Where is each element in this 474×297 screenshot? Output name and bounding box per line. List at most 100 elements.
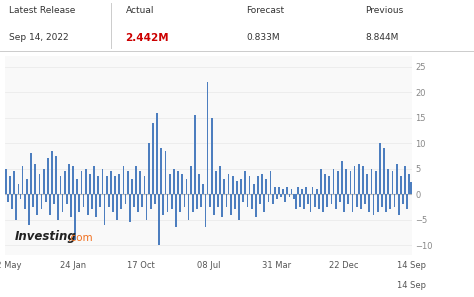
Text: 08 Jul: 08 Jul bbox=[197, 261, 220, 270]
Bar bbox=[55, 156, 57, 194]
Bar bbox=[19, 194, 21, 199]
Bar bbox=[202, 184, 204, 194]
Text: Forecast: Forecast bbox=[246, 7, 284, 15]
Text: 2.442M: 2.442M bbox=[126, 33, 169, 43]
Bar bbox=[255, 194, 257, 217]
Bar bbox=[402, 194, 404, 204]
Bar bbox=[11, 194, 13, 209]
Bar bbox=[150, 194, 152, 209]
Bar bbox=[410, 182, 412, 194]
Bar bbox=[201, 194, 202, 207]
Bar bbox=[131, 179, 133, 194]
Bar bbox=[32, 194, 34, 207]
Bar bbox=[123, 166, 124, 194]
Bar bbox=[9, 176, 11, 194]
Bar bbox=[274, 187, 276, 194]
Bar bbox=[280, 194, 282, 197]
Bar bbox=[13, 171, 15, 194]
Bar bbox=[335, 194, 337, 209]
Text: 14 Sep: 14 Sep bbox=[397, 282, 426, 290]
Bar bbox=[286, 187, 288, 194]
Bar bbox=[211, 118, 213, 194]
Bar bbox=[101, 169, 103, 194]
Bar bbox=[221, 194, 223, 217]
Bar bbox=[362, 166, 364, 194]
Bar bbox=[324, 174, 326, 194]
Bar bbox=[169, 174, 171, 194]
Bar bbox=[43, 169, 45, 194]
Bar bbox=[385, 194, 387, 212]
Bar bbox=[392, 171, 393, 194]
Bar bbox=[190, 166, 191, 194]
Bar bbox=[57, 194, 59, 220]
Text: 02 May: 02 May bbox=[0, 261, 21, 270]
Bar bbox=[137, 194, 139, 212]
Bar bbox=[217, 194, 219, 207]
Bar bbox=[398, 194, 400, 215]
Bar bbox=[97, 176, 99, 194]
Bar bbox=[333, 169, 335, 194]
Bar bbox=[49, 194, 51, 215]
Bar bbox=[293, 194, 294, 199]
Bar bbox=[236, 181, 238, 194]
Text: 22 Dec: 22 Dec bbox=[329, 261, 358, 270]
Bar bbox=[404, 166, 406, 194]
Bar bbox=[343, 194, 345, 212]
Bar bbox=[226, 194, 228, 207]
Bar bbox=[215, 171, 217, 194]
Bar bbox=[34, 164, 36, 194]
Bar bbox=[373, 194, 374, 215]
Bar bbox=[68, 164, 70, 194]
Bar bbox=[154, 194, 156, 204]
Bar bbox=[144, 176, 146, 194]
Text: 31 Mar: 31 Mar bbox=[262, 261, 291, 270]
Bar bbox=[93, 166, 95, 194]
Bar bbox=[104, 194, 105, 225]
Bar bbox=[297, 187, 299, 194]
Bar bbox=[78, 194, 80, 212]
Text: Actual: Actual bbox=[126, 7, 154, 15]
Bar bbox=[125, 194, 127, 204]
Bar bbox=[270, 171, 272, 194]
Bar bbox=[223, 179, 225, 194]
Bar bbox=[182, 174, 183, 194]
Bar bbox=[41, 194, 42, 209]
Bar bbox=[356, 194, 357, 207]
Bar bbox=[87, 194, 89, 215]
Bar bbox=[135, 166, 137, 194]
Bar bbox=[164, 151, 166, 194]
Text: Sep 14, 2022: Sep 14, 2022 bbox=[9, 33, 69, 42]
Bar bbox=[82, 194, 84, 207]
Bar bbox=[106, 176, 108, 194]
Bar bbox=[91, 194, 93, 209]
Bar bbox=[257, 176, 259, 194]
Bar bbox=[114, 176, 116, 194]
Bar bbox=[70, 194, 72, 217]
Bar bbox=[305, 187, 307, 194]
Bar bbox=[337, 171, 339, 194]
Bar bbox=[234, 194, 236, 209]
Bar bbox=[127, 171, 128, 194]
Bar bbox=[278, 187, 280, 194]
Bar bbox=[406, 194, 408, 209]
Text: 24 Jan: 24 Jan bbox=[60, 261, 86, 270]
Bar bbox=[76, 179, 78, 194]
Bar bbox=[383, 148, 385, 194]
Bar bbox=[276, 194, 278, 199]
Bar bbox=[213, 194, 215, 215]
Bar bbox=[95, 194, 97, 217]
Bar bbox=[207, 82, 209, 194]
Bar bbox=[345, 169, 347, 194]
Bar bbox=[272, 194, 273, 204]
Text: Previous: Previous bbox=[365, 7, 403, 15]
Bar bbox=[400, 176, 402, 194]
Bar bbox=[53, 194, 55, 204]
Bar bbox=[22, 166, 24, 194]
Bar bbox=[327, 194, 328, 207]
Bar bbox=[139, 171, 141, 194]
Bar bbox=[366, 174, 368, 194]
Bar bbox=[246, 194, 248, 207]
Bar bbox=[303, 194, 305, 209]
Bar bbox=[18, 184, 19, 194]
Bar bbox=[188, 194, 190, 220]
